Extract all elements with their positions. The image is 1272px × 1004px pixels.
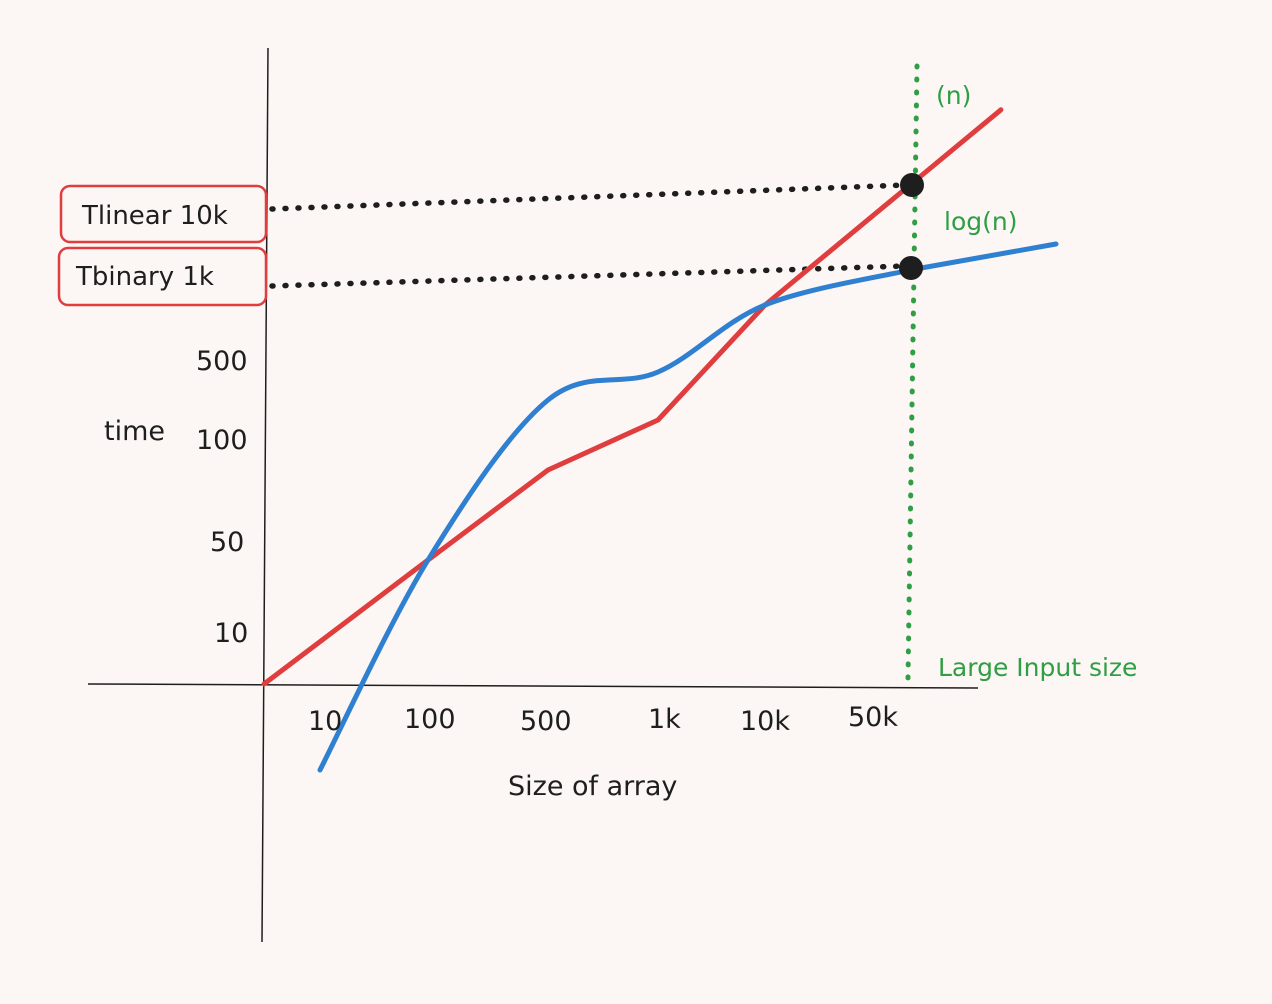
highlight-point-linear <box>900 173 924 197</box>
series-label-log: log(n) <box>944 207 1017 236</box>
guide-binary <box>269 263 909 289</box>
x-tick-label: 1k <box>648 704 681 735</box>
y-axis <box>261 47 269 943</box>
x-axis-label: Size of array <box>508 771 677 802</box>
reference-line-label: Large Input size <box>938 653 1137 682</box>
series-line-linear <box>261 107 1004 687</box>
highlight-box-linear <box>59 184 268 244</box>
guide-linear <box>269 182 909 212</box>
y-tick-label: 50 <box>210 527 244 558</box>
highlight-point-binary <box>899 256 923 280</box>
x-tick-label: 10 <box>308 706 342 737</box>
x-tick-label: 10k <box>740 706 790 737</box>
y-tick-label: 500 <box>196 346 248 377</box>
highlight-label-binary: Tbinary 1k <box>75 262 214 292</box>
x-axis <box>87 683 979 689</box>
series-line-log <box>317 241 1059 773</box>
highlight-label-linear: Tlinear 10k <box>81 201 228 231</box>
y-axis-label: time <box>104 416 165 447</box>
y-tick-label: 10 <box>214 618 248 649</box>
x-tick-label: 50k <box>848 702 898 733</box>
x-tick-label: 100 <box>404 704 456 735</box>
y-tick-label: 100 <box>196 425 248 456</box>
highlight-box-binary <box>57 246 268 307</box>
series-label-linear: (n) <box>936 81 971 110</box>
reference-line <box>905 63 920 681</box>
x-tick-label: 500 <box>520 706 572 737</box>
